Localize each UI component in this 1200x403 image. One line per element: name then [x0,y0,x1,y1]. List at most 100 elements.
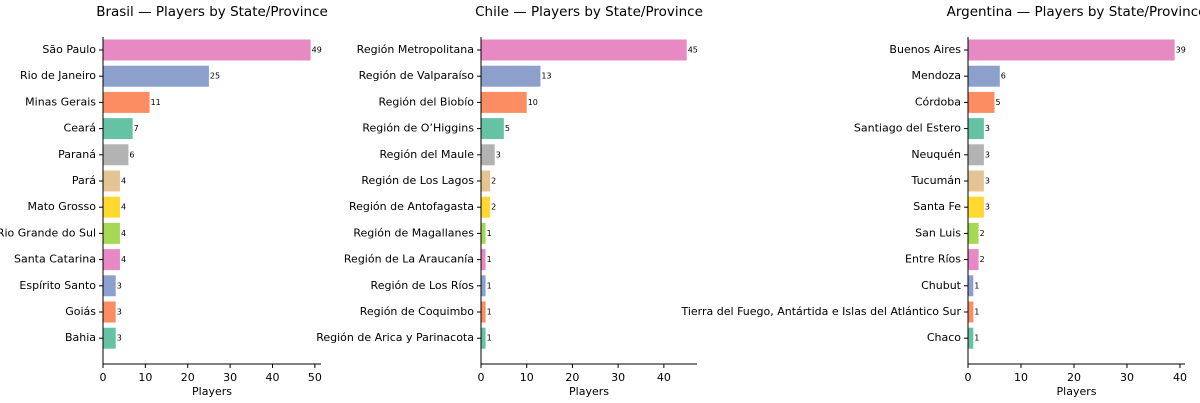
value-label: 1 [487,229,492,238]
y-tick-label: Región Metropolitana [357,43,474,56]
bar [968,301,974,323]
y-tick-label: Pará [72,174,96,187]
y-tick-label: Santa Catarina [14,253,96,266]
bar [481,301,486,323]
bar [103,249,120,271]
y-tick-label: Entre Ríos [905,253,961,266]
x-tick-label: 50 [308,371,322,384]
value-label: 6 [129,150,134,159]
y-tick-label: Región de Valparaíso [359,69,475,82]
chart-title: Chile — Players by State/Province [475,4,703,20]
value-label: 1 [974,308,979,317]
value-label: 10 [528,98,538,107]
value-label: 3 [117,281,122,290]
y-tick-label: Región del Maule [380,148,475,161]
bar [103,144,129,166]
bar [968,275,974,297]
x-axis-label: Players [569,385,609,398]
value-label: 3 [985,203,990,212]
value-label: 2 [980,229,985,238]
y-tick-label: Región de La Araucanía [344,253,474,266]
value-label: 1 [487,281,492,290]
y-tick-label: Bahia [65,331,96,344]
value-label: 3 [985,150,990,159]
y-tick-label: Región de Los Ríos [371,279,475,292]
x-tick-label: 30 [611,371,625,384]
x-tick-label: 20 [1067,371,1081,384]
bar [968,249,979,271]
bar [481,39,687,61]
bar [968,91,995,113]
bar [103,222,120,244]
y-tick-label: Tierra del Fuego, Antártida e Islas del … [680,305,961,318]
y-tick-label: Mendoza [912,69,961,82]
y-tick-label: Paraná [58,148,96,161]
x-tick-label: 0 [100,371,107,384]
value-label: 3 [117,308,122,317]
value-label: 1 [974,334,979,343]
y-tick-label: Región de O’Higgins [362,122,474,135]
bar [968,65,1000,87]
value-label: 45 [688,46,698,55]
y-tick-label: Rio de Janeiro [20,69,96,82]
x-tick-label: 10 [1014,371,1028,384]
bar [103,39,311,61]
y-tick-label: Región del Biobío [378,95,474,108]
value-label: 1 [974,281,979,290]
bar [103,65,209,87]
bar [481,170,491,192]
value-label: 49 [312,46,322,55]
value-label: 6 [1001,72,1006,81]
y-tick-label: Chaco [927,331,961,344]
value-label: 39 [1176,46,1186,55]
y-tick-label: Región de Arica y Parinacota [316,331,474,344]
value-label: 4 [121,229,126,238]
value-label: 4 [121,203,126,212]
x-tick-label: 20 [565,371,579,384]
y-tick-label: Espírito Santo [19,279,96,292]
value-label: 5 [505,124,510,133]
y-tick-label: Mato Grosso [28,200,97,213]
y-tick-label: Córdoba [915,95,961,108]
x-tick-label: 40 [1173,371,1187,384]
bar [481,65,541,87]
x-tick-label: 10 [520,371,534,384]
y-tick-label: Santiago del Estero [854,122,961,135]
bar [103,91,150,113]
value-label: 3 [985,124,990,133]
y-tick-label: Santa Fe [913,200,961,213]
bar [103,301,116,323]
bar [968,144,984,166]
y-tick-label: Goiás [65,305,96,318]
value-label: 4 [121,177,126,186]
bar [481,249,486,271]
bar [481,118,504,140]
bar [103,118,133,140]
y-tick-label: Región de Coquimbo [360,305,475,318]
bar [481,144,495,166]
bar [481,222,486,244]
value-label: 2 [491,177,496,186]
value-label: 3 [496,150,501,159]
y-tick-label: Chubut [921,279,962,292]
bar [968,39,1175,61]
y-tick-label: Minas Gerais [25,95,96,108]
value-label: 3 [117,334,122,343]
x-tick-label: 40 [265,371,279,384]
value-label: 1 [487,334,492,343]
x-tick-label: 10 [138,371,152,384]
chart-title: Brasil — Players by State/Province [96,4,328,20]
bar [481,275,486,297]
y-tick-label: Región de Magallanes [353,226,474,239]
value-label: 4 [121,255,126,264]
bar [968,327,974,349]
value-label: 1 [487,255,492,264]
value-label: 3 [985,177,990,186]
y-tick-label: Ceará [64,122,96,135]
x-tick-label: 30 [1120,371,1134,384]
x-tick-label: 0 [478,371,485,384]
x-axis-label: Players [1057,385,1097,398]
bar [103,170,120,192]
y-tick-label: Neuquén [911,148,961,161]
